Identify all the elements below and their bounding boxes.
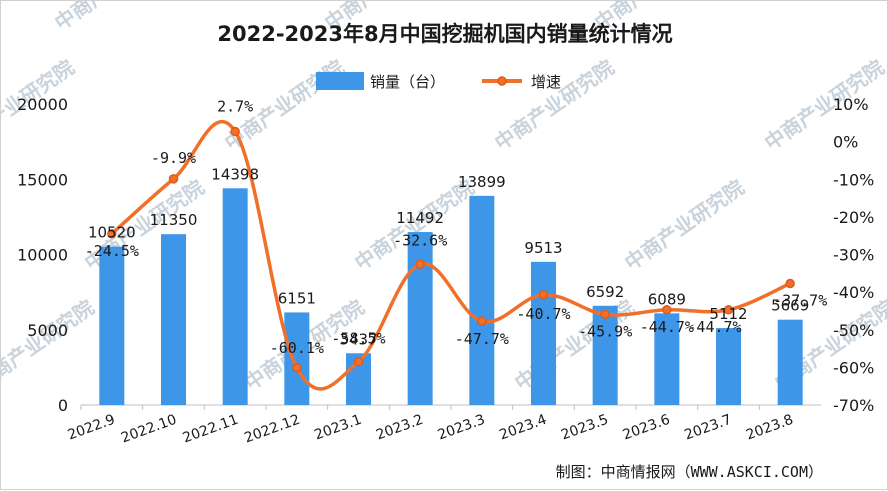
axes: 0 5000 10000 15000 20000 -70% -60% -50% -40% -30%…: [17, 95, 874, 447]
y-right-tick-label: -40%: [833, 283, 874, 302]
sales-bar: [469, 195, 495, 405]
growth-line: [110, 120, 791, 391]
x-tick-label: 2023.1: [312, 412, 364, 444]
y-right-tick-label: -50%: [833, 321, 874, 340]
growth-point: [168, 174, 179, 184]
growth-point: [415, 259, 425, 270]
growth-value-label: -47.7%: [455, 330, 509, 348]
legend: 销量（台） 增速: [316, 72, 561, 91]
sales-bar: [716, 328, 741, 405]
sales-bar: [654, 313, 680, 405]
y-right-tick-label: -30%: [833, 246, 874, 265]
legend-line-marker: [497, 76, 507, 86]
y-right-tick-label: -60%: [833, 358, 874, 377]
watermark-text: 中商产业研究院: [50, 1, 178, 35]
growth-point: [723, 305, 734, 315]
y-left-tick-label: 15000: [17, 170, 68, 189]
bar-value-label: 11492: [396, 209, 444, 227]
growth-value-label: -9.9%: [151, 149, 196, 167]
bar-value-label: 6089: [648, 290, 686, 308]
growth-point: [600, 309, 610, 320]
growth-point: [477, 316, 487, 326]
bar-value-label: 13899: [458, 173, 506, 191]
sales-bar: [407, 232, 433, 405]
sales-bar: [592, 305, 618, 405]
bar-value-label: 5112: [709, 305, 747, 323]
growth-value-label: -58.5%: [331, 330, 385, 348]
legend-bar-label: 销量（台）: [370, 73, 445, 91]
growth-value-label: -45.9%: [578, 322, 632, 340]
y-left-tick-label: 20000: [17, 95, 68, 114]
growth-value-label: -44.7%: [687, 318, 741, 336]
growth-value-label: 2.7%: [217, 97, 253, 115]
growth-point: [107, 229, 117, 239]
y-left-tick-label: 5000: [27, 321, 68, 340]
growth-line-series: [107, 120, 795, 391]
watermark-text: 中商产业研究院: [490, 55, 618, 155]
sales-bar: [284, 312, 310, 405]
growth-value-label: -37.7%: [773, 291, 827, 309]
y-right-tick-label: 10%: [833, 95, 869, 114]
watermark-text: 中商产业研究院: [1, 295, 99, 395]
watermark-text: 中商产业研究院: [760, 55, 888, 155]
growth-value-label: -60.1%: [270, 339, 324, 357]
bar-value-label: 6151: [278, 289, 316, 307]
x-tick-label: 2022.12: [242, 412, 302, 447]
x-tick-label: 2023.3: [436, 412, 488, 444]
growth-point: [353, 356, 364, 367]
x-tick-label: 2023.8: [744, 412, 796, 444]
growth-point: [538, 290, 549, 300]
x-tick-label: 2023.2: [374, 412, 426, 444]
chart-title: 2022-2023年8月中国挖掘机国内销量统计情况: [217, 22, 672, 46]
watermark-text: 中商产业研究院: [620, 175, 748, 275]
y-right-tick-label: -10%: [833, 170, 874, 189]
x-tick-label: 2023.6: [621, 412, 673, 444]
growth-value-label: -32.6%: [393, 231, 447, 249]
growth-point: [785, 278, 795, 289]
y-right-tick-label: -20%: [833, 208, 874, 227]
sales-bar: [531, 261, 556, 405]
x-tick-label: 2023.4: [497, 412, 549, 444]
legend-bar-swatch: [316, 72, 364, 90]
sales-bar: [161, 234, 186, 405]
y-left-tick-label: 0: [58, 396, 68, 415]
x-tick-label: 2023.7: [682, 412, 734, 444]
sales-bar: [777, 319, 803, 405]
bar-value-label: 11350: [150, 211, 198, 229]
sales-bar: [222, 188, 248, 405]
bar-value-label: 3437: [339, 330, 377, 348]
bar-value-label: 9513: [524, 239, 562, 257]
x-tick-label: 2022.9: [66, 412, 118, 444]
legend-line-label: 增速: [531, 73, 561, 91]
y-left-tick-label: 10000: [17, 246, 68, 265]
bar-value-label: 10520: [88, 224, 136, 242]
sales-bar: [99, 246, 125, 405]
growth-value-label: -40.7%: [516, 305, 570, 323]
y-right-tick-label: -70%: [833, 396, 874, 415]
bar-value-label: 5669: [771, 297, 809, 315]
data-labels: 10520 11350 14398 6151 3437 11492 13899 9513 659…: [85, 97, 828, 356]
bar-value-label: 6592: [586, 283, 624, 301]
y-right-tick-label: 0%: [833, 133, 858, 152]
growth-point: [662, 305, 672, 315]
x-tick-label: 2022.10: [119, 412, 179, 447]
growth-value-label: -24.5%: [85, 242, 139, 260]
x-tick-label: 2023.5: [559, 412, 611, 444]
growth-value-label: -44.7%: [640, 318, 694, 336]
growth-point: [292, 363, 302, 373]
bar-series: [99, 188, 803, 405]
bar-value-label: 14398: [211, 165, 259, 183]
x-tick-label: 2022.11: [181, 412, 241, 447]
source-note: 制图：中商情报网（WWW.ASKCI.COM）: [556, 463, 823, 481]
growth-point: [230, 126, 240, 137]
